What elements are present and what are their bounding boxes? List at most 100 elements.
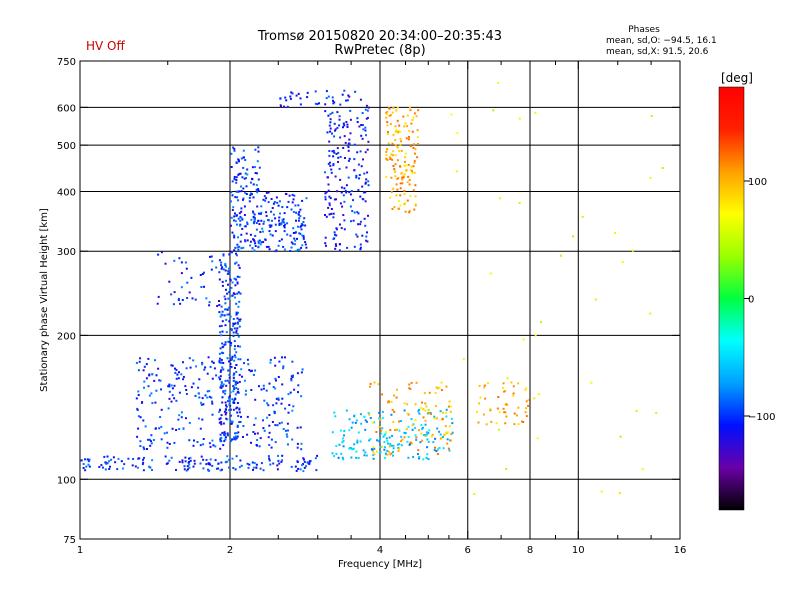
echo-point: [400, 444, 403, 447]
echo-point: [405, 164, 408, 167]
echo-point: [413, 112, 416, 115]
echo-point: [359, 150, 362, 153]
echo-point: [389, 453, 392, 456]
echo-point: [446, 438, 449, 441]
echo-point: [157, 295, 160, 298]
echo-point: [249, 240, 252, 243]
echo-point: [234, 212, 236, 215]
echo-point: [220, 261, 223, 264]
echo-point: [333, 135, 336, 138]
echo-point: [265, 389, 268, 392]
echo-point: [390, 452, 393, 455]
echo-point: [137, 415, 140, 418]
echo-point: [288, 194, 291, 197]
echo-point: [277, 204, 280, 207]
echo-point: [227, 283, 229, 286]
echo-point: [268, 457, 271, 460]
echo-point: [404, 210, 407, 213]
echo-point: [299, 426, 302, 429]
echo-point: [366, 171, 369, 174]
echo-point: [338, 115, 341, 118]
echo-point: [331, 431, 334, 434]
echo-point: [399, 165, 401, 168]
echo-point: [149, 440, 152, 443]
echo-point: [234, 397, 237, 400]
echo-point: [137, 390, 140, 393]
echo-point: [478, 402, 480, 405]
echo-point: [268, 431, 271, 434]
echo-point: [302, 234, 305, 237]
echo-point: [314, 457, 317, 460]
echo-point: [220, 381, 223, 384]
echo-point: [332, 216, 335, 219]
echo-point: [401, 438, 404, 441]
echo-point: [269, 233, 272, 236]
echo-point: [449, 439, 452, 442]
echo-point: [82, 463, 85, 465]
echo-point: [252, 466, 255, 469]
echo-point: [525, 387, 528, 390]
echo-point: [333, 411, 336, 414]
echo-point: [254, 234, 257, 237]
echo-point: [296, 372, 299, 375]
echo-point: [233, 176, 236, 178]
echo-point: [300, 228, 303, 231]
echo-point: [174, 371, 177, 374]
echo-point: [170, 364, 173, 367]
echo-point: [219, 433, 222, 436]
echo-point: [181, 299, 184, 301]
echo-point: [231, 438, 234, 441]
echo-point: [193, 459, 196, 462]
echo-point: [230, 191, 233, 194]
echo-point: [348, 142, 351, 145]
echo-point: [281, 206, 284, 208]
echo-point: [219, 437, 222, 440]
echo-point: [173, 384, 176, 387]
echo-point: [227, 396, 230, 399]
echo-point: [392, 150, 395, 153]
echo-point: [338, 124, 341, 127]
echo-point: [281, 397, 284, 400]
echo-point: [396, 119, 399, 122]
echo-point: [334, 243, 337, 246]
echo-point: [338, 167, 341, 170]
echo-point: [280, 223, 283, 226]
echo-point: [233, 436, 235, 439]
echo-point: [222, 268, 225, 271]
echo-point: [289, 95, 292, 98]
echo-point: [451, 431, 454, 434]
echo-point: [426, 438, 429, 441]
echo-point: [252, 196, 255, 199]
echo-point: [246, 462, 249, 465]
echo-point: [235, 179, 238, 182]
echo-point: [327, 206, 330, 209]
echo-point: [209, 365, 212, 368]
echo-point: [175, 469, 177, 471]
echo-point: [297, 219, 300, 222]
echo-point: [268, 248, 271, 251]
echo-point: [400, 171, 403, 174]
echo-point: [225, 265, 227, 268]
echo-point: [348, 191, 351, 194]
echo-point: [331, 111, 334, 114]
echo-point: [254, 245, 257, 247]
echo-point: [324, 110, 327, 113]
echo-point: [404, 160, 406, 163]
echo-point: [335, 227, 338, 230]
echo-point: [234, 367, 236, 369]
echo-point: [386, 133, 389, 136]
echo-point: [400, 440, 402, 443]
echo-point: [150, 442, 153, 445]
echo-point: [300, 442, 303, 445]
echo-point: [233, 215, 236, 218]
echo-point: [84, 458, 86, 461]
echo-point: [337, 456, 340, 459]
echo-point: [228, 272, 231, 275]
echo-point: [142, 369, 145, 372]
echo-point: [411, 130, 414, 133]
echo-point: [366, 148, 369, 151]
echo-point: [292, 227, 295, 230]
echo-point: [110, 458, 113, 461]
echo-point: [195, 365, 198, 368]
echo-point: [336, 111, 339, 114]
